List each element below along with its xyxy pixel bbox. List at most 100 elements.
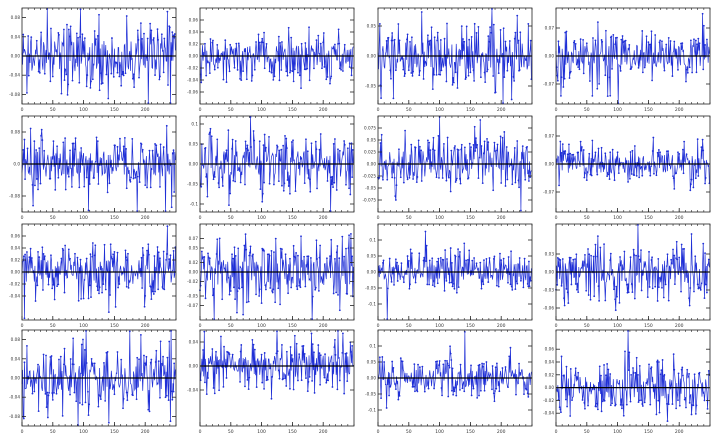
x-tick-label: 150 <box>288 215 297 221</box>
data-point <box>494 390 496 392</box>
data-point <box>650 259 653 261</box>
data-point <box>213 176 216 178</box>
data-point <box>42 252 45 255</box>
x-tick-label: 200 <box>141 107 150 113</box>
data-point <box>62 249 65 252</box>
data-point <box>119 137 121 140</box>
data-point <box>300 379 303 382</box>
x-tick-label: 100 <box>435 429 444 435</box>
data-point <box>341 351 344 354</box>
data-point <box>624 39 627 42</box>
data-point <box>429 149 432 152</box>
data-point <box>309 190 312 193</box>
data-point <box>493 400 496 403</box>
data-point <box>393 176 396 179</box>
data-point <box>672 177 675 180</box>
data-point <box>528 285 531 288</box>
y-tick-label: 0.02 <box>11 258 21 263</box>
data-point <box>460 143 463 146</box>
data-point <box>688 304 691 307</box>
data-point <box>392 97 395 100</box>
data-point <box>584 254 586 256</box>
data-point <box>596 408 599 411</box>
data-point <box>166 225 169 228</box>
data-point <box>257 33 260 36</box>
data-point <box>483 71 486 74</box>
data-point <box>467 259 469 261</box>
data-point <box>84 401 87 404</box>
data-point <box>331 175 334 178</box>
data-point <box>409 248 412 251</box>
data-point <box>640 399 642 402</box>
data-point <box>612 34 615 36</box>
x-tick-label: 50 <box>406 107 412 113</box>
data-point <box>407 260 410 262</box>
data-point <box>235 42 238 45</box>
data-point <box>666 420 669 423</box>
data-point <box>594 39 597 42</box>
data-point <box>211 348 214 350</box>
data-point <box>172 250 175 252</box>
data-point <box>252 130 255 132</box>
data-point <box>696 283 699 286</box>
data-point <box>155 349 158 352</box>
data-point <box>278 377 281 380</box>
data-point <box>392 367 395 369</box>
data-point <box>38 147 41 150</box>
data-point <box>442 259 445 261</box>
data-point <box>244 183 246 186</box>
data-point <box>391 39 394 42</box>
data-point <box>315 148 318 151</box>
panel-16: 0 50 100 150 200-0.04-0.020.000.020.040.06 <box>543 329 711 435</box>
data-point <box>600 146 603 149</box>
data-point <box>245 248 248 251</box>
data-point <box>431 88 434 90</box>
data-point <box>125 187 128 190</box>
data-point <box>314 288 317 291</box>
data-point <box>673 188 676 190</box>
data-point <box>276 350 279 353</box>
data-point <box>479 389 482 392</box>
data-point <box>657 286 660 289</box>
data-point <box>689 287 692 289</box>
data-point <box>306 390 309 393</box>
data-point <box>247 300 250 303</box>
data-point <box>682 172 685 175</box>
data-point <box>82 297 85 300</box>
data-point <box>632 372 635 374</box>
data-point <box>302 345 305 347</box>
panel-6: 0 50 100 150 200-0.1-0.050.000.050.1 <box>187 115 355 221</box>
panel-4: 0 50 100 150 200-0.070.000.07 <box>543 7 711 113</box>
y-tick-label: -0.04 <box>9 395 20 400</box>
data-point <box>338 309 341 312</box>
data-point <box>64 244 67 247</box>
data-point <box>521 145 524 148</box>
data-point <box>443 289 446 292</box>
x-tick-label: 100 <box>435 323 444 329</box>
data-point <box>558 406 561 409</box>
data-point <box>601 400 604 403</box>
data-point <box>614 403 617 406</box>
data-point <box>311 295 314 298</box>
data-point <box>131 137 134 140</box>
data-point <box>603 399 606 402</box>
data-point <box>499 28 502 31</box>
data-point <box>433 149 436 152</box>
data-point <box>298 284 301 287</box>
data-point <box>245 78 248 81</box>
data-point <box>524 178 527 181</box>
data-point <box>678 152 681 155</box>
data-point <box>264 284 267 287</box>
data-point <box>386 287 389 290</box>
data-point <box>124 249 127 252</box>
y-tick-label: -0.1 <box>190 202 199 207</box>
data-point <box>421 365 424 368</box>
data-point <box>469 71 472 74</box>
series-points <box>22 225 177 320</box>
data-point <box>317 344 320 346</box>
data-point <box>470 394 473 397</box>
data-point <box>563 77 566 80</box>
y-tick-label: -0.08 <box>9 92 20 97</box>
data-point <box>201 257 204 260</box>
data-point <box>619 256 621 258</box>
